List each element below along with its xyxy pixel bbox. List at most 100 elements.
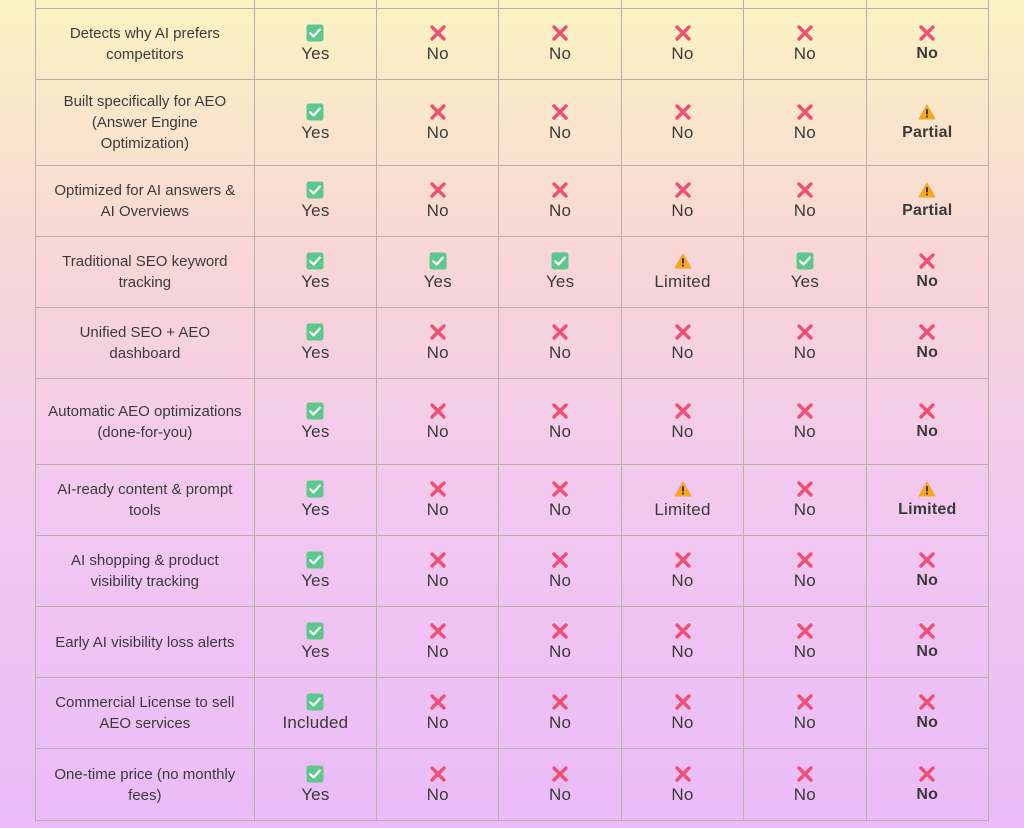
cell-value: No bbox=[549, 642, 572, 661]
cross-mark-icon bbox=[796, 24, 814, 42]
cell-competitor-1: Yes bbox=[376, 236, 500, 308]
check-mark-icon bbox=[306, 252, 324, 270]
cell-value: Yes bbox=[301, 201, 330, 220]
feature-label: Commercial License to sell AEO services bbox=[35, 677, 255, 749]
cross-mark-icon bbox=[674, 765, 692, 783]
cross-mark-icon bbox=[674, 181, 692, 199]
check-mark-icon bbox=[306, 551, 324, 569]
cell-competitor-3: No bbox=[620, 535, 745, 607]
cell-value: No bbox=[916, 273, 939, 290]
cell-value: No bbox=[426, 642, 449, 661]
cell-value: Partial bbox=[902, 123, 953, 141]
table-row: Early AI visibility loss alerts Yes No No No… bbox=[35, 606, 990, 678]
cell-our-product: Yes bbox=[253, 535, 378, 607]
cell-value: Yes bbox=[301, 122, 330, 142]
cell-competitor-3: No bbox=[620, 378, 745, 465]
cell-value: No bbox=[426, 713, 449, 732]
cross-mark-icon bbox=[918, 24, 936, 42]
cross-mark-icon bbox=[429, 765, 447, 783]
cross-mark-icon bbox=[918, 323, 936, 341]
feature-label: AI-ready content & prompt tools bbox=[35, 464, 255, 536]
comparison-table-body: Detects why AI prefers competitors Yes No N… bbox=[35, 0, 990, 821]
cell-value: No bbox=[549, 784, 572, 804]
check-mark-icon bbox=[306, 622, 324, 640]
cross-mark-icon bbox=[429, 103, 447, 121]
cell-value: No bbox=[671, 201, 694, 220]
cell-competitor-4: Yes bbox=[743, 236, 867, 308]
cell-value: No bbox=[793, 201, 816, 220]
cell-value: No bbox=[793, 642, 816, 661]
table-row: Commercial License to sell AEO services I… bbox=[35, 677, 990, 749]
cross-mark-icon bbox=[918, 252, 936, 270]
cross-mark-icon bbox=[551, 402, 569, 420]
check-mark-icon bbox=[796, 252, 814, 270]
cell-value: No bbox=[549, 201, 572, 220]
comparison-table-container: Detects why AI prefers competitors Yes No N… bbox=[35, 0, 990, 821]
cell-competitor-2: No bbox=[498, 79, 622, 166]
cross-mark-icon bbox=[674, 551, 692, 569]
cross-mark-icon bbox=[796, 103, 814, 121]
check-mark-icon bbox=[306, 323, 324, 341]
cell-our-product: Yes bbox=[253, 8, 378, 80]
cross-mark-icon bbox=[796, 551, 814, 569]
cell-value: No bbox=[671, 421, 694, 441]
cell-value: No bbox=[793, 500, 816, 519]
cell-value: No bbox=[671, 642, 694, 661]
cell-value: No bbox=[549, 44, 572, 63]
cell-value: No bbox=[549, 421, 572, 441]
cell-value: No bbox=[426, 421, 449, 441]
cell-value: Partial bbox=[902, 202, 953, 219]
cell-value: No bbox=[793, 571, 816, 590]
cell-value: No bbox=[671, 44, 694, 63]
cross-mark-icon bbox=[674, 402, 692, 420]
feature-label: Built specifically for AEO (Answer Engin… bbox=[35, 79, 255, 166]
cell-value: No bbox=[426, 44, 449, 63]
cross-mark-icon bbox=[551, 480, 569, 498]
check-mark-icon bbox=[551, 252, 569, 270]
cell-competitor-5: Partial bbox=[865, 165, 990, 237]
cross-mark-icon bbox=[551, 622, 569, 640]
cell-competitor-5: No bbox=[865, 535, 990, 607]
cell-competitor-2: No bbox=[498, 307, 622, 379]
cell-value: Yes bbox=[301, 272, 330, 291]
cell-competitor-2: No bbox=[498, 606, 622, 678]
table-row: Built specifically for AEO (Answer Engin… bbox=[35, 79, 990, 166]
cell-value: No bbox=[793, 421, 816, 441]
cross-mark-icon bbox=[796, 765, 814, 783]
cell-value: Yes bbox=[423, 272, 452, 291]
cell-value: No bbox=[916, 422, 939, 440]
cross-mark-icon bbox=[551, 103, 569, 121]
cell-competitor-5: No bbox=[865, 606, 990, 678]
cross-mark-icon bbox=[429, 323, 447, 341]
cell-value: No bbox=[426, 500, 449, 519]
cell-competitor-4: No bbox=[743, 606, 867, 678]
cell-value: Limited bbox=[654, 272, 711, 291]
cell-competitor-3: No bbox=[620, 79, 745, 166]
cell-competitor-4: No bbox=[743, 8, 867, 80]
table-row: Optimized for AI answers & AI Overviews Y… bbox=[35, 165, 990, 237]
cross-mark-icon bbox=[796, 181, 814, 199]
cell-our-product: Yes bbox=[253, 464, 378, 536]
cell-competitor-1: No bbox=[376, 677, 500, 749]
cell-value: No bbox=[426, 784, 449, 804]
cell-competitor-1: No bbox=[376, 748, 500, 821]
cell-competitor-2: No bbox=[498, 165, 622, 237]
feature-label: One-time price (no monthly fees) bbox=[35, 748, 255, 821]
cell-value: Yes bbox=[790, 272, 820, 291]
cell-competitor-3: No bbox=[620, 165, 745, 237]
cell-value: No bbox=[549, 713, 572, 732]
cell-value: No bbox=[671, 784, 694, 804]
cell-competitor-1: No bbox=[376, 8, 500, 80]
cell-competitor-5: No bbox=[865, 378, 990, 465]
cross-mark-icon bbox=[429, 622, 447, 640]
cell-competitor-4: No bbox=[743, 535, 867, 607]
cross-mark-icon bbox=[429, 402, 447, 420]
comparison-table: Detects why AI prefers competitors Yes No N… bbox=[35, 0, 990, 821]
cell-competitor-2: No bbox=[498, 535, 622, 607]
cell-value: Limited bbox=[898, 501, 957, 518]
check-mark-icon bbox=[306, 480, 324, 498]
check-mark-icon bbox=[306, 24, 324, 42]
cell-competitor-1: No bbox=[376, 535, 500, 607]
cell-value: No bbox=[916, 643, 939, 660]
cell-competitor-1: No bbox=[376, 464, 500, 536]
